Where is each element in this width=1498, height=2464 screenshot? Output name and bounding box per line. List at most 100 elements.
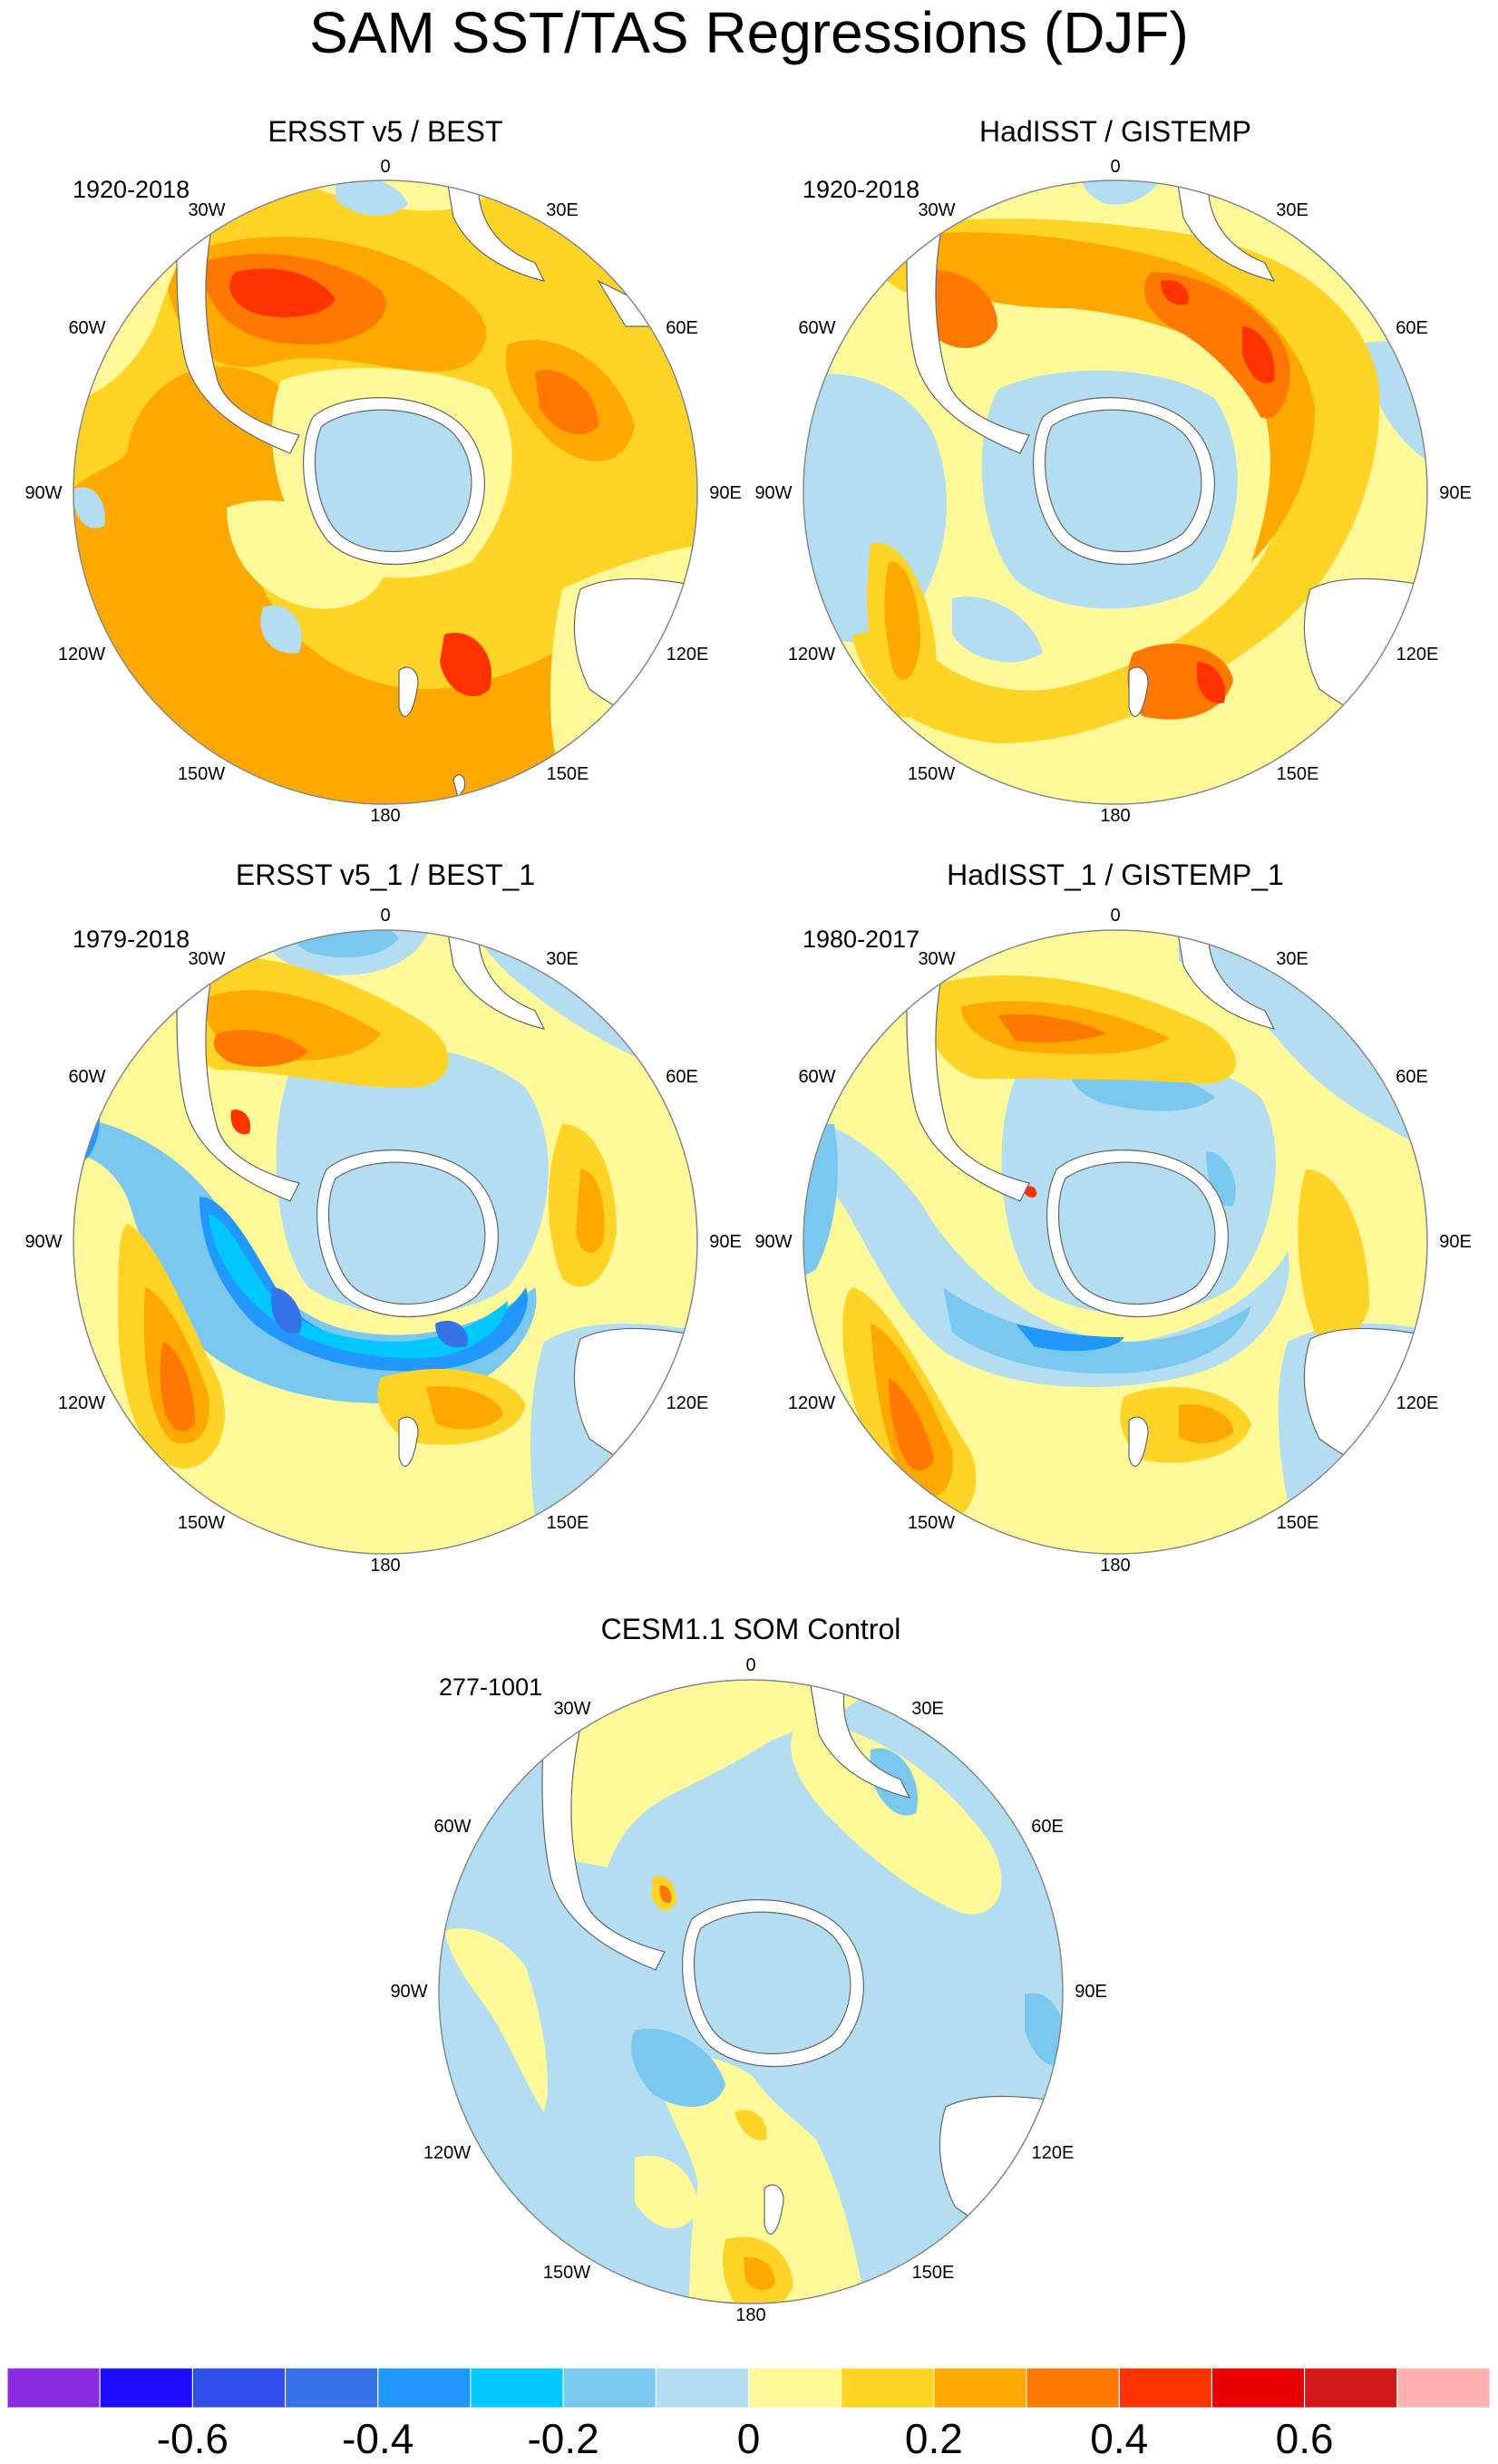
contour-region [260,606,302,654]
colorbar-swatch [748,2367,842,2409]
panel-title: HadISST_1 / GISTEMP_1 [947,859,1284,891]
contour-region [544,1680,871,1867]
lon-label: 120E [666,1393,709,1413]
contour-region [1197,662,1225,703]
contour-region [734,2110,767,2140]
lon-label: 0 [1110,157,1120,177]
contour-region [73,487,105,529]
contour-region [744,2256,775,2291]
lon-label: 120W [423,2143,471,2163]
map-boundary [73,179,698,805]
contour-region [440,633,491,697]
lon-label: 60W [68,318,105,338]
colorbar-swatch [377,2367,472,2409]
antarctica-region [1057,1161,1216,1305]
lon-label: 0 [380,906,390,926]
contour-region [791,1722,1002,1915]
lon-label: 150W [908,764,955,784]
lon-label: 90E [1075,1982,1107,2002]
land-mask [1303,1327,1427,1513]
lon-label: 30E [546,949,579,969]
colorbar-swatch [1026,2367,1120,2409]
lon-label: 60E [1396,318,1428,338]
antarctica-region [327,1161,486,1305]
lon-label: 120E [1396,1393,1439,1413]
colorbar-swatch [655,2367,749,2409]
lon-label: 120W [58,645,105,665]
lon-label: 180 [1100,806,1130,826]
lon-label: 120W [788,645,835,665]
lon-label: 30W [188,949,225,969]
colorbar-swatch [285,2367,379,2409]
lon-label: 180 [735,2305,765,2325]
lon-label: 60E [1396,1067,1428,1087]
contour-region [160,1342,195,1431]
lon-label: 120W [788,1393,835,1413]
land-mask [398,666,419,717]
contour-region [952,597,1043,663]
panel-title: ERSST v5_1 / BEST_1 [236,859,535,891]
lon-label: 150E [547,1513,589,1533]
colorbar-label: -0.6 [157,2415,229,2462]
contour-region [1127,644,1233,720]
land-mask [573,577,697,763]
land-mask [541,1680,666,1971]
panel-title: CESM1.1 SOM Control [601,1613,901,1645]
lon-label: 0 [380,157,390,177]
colorbar-swatch [562,2367,657,2409]
lon-label: 60E [666,318,698,338]
lon-label: 30W [918,949,955,969]
panel-2: HadISST / GISTEMP 1920-2018 [754,115,1471,826]
lon-label: 30E [546,200,579,220]
panel-5: CESM1.1 SOM Control 277-1001 0 [390,1613,1107,2325]
contour-region [1143,272,1290,419]
panel-period: 1979-2018 [73,926,190,953]
colorbar-swatch [6,2367,101,2409]
lon-label: 90W [390,1982,427,2002]
lon-label: 0 [1110,906,1120,926]
contour-region [1298,1169,1369,1342]
contour-region [336,180,408,216]
lon-label: 90E [709,1232,742,1252]
contour-region [1016,1324,1124,1352]
lon-label: 30W [188,200,225,220]
contour-region [943,1287,1251,1374]
colorbar-label: 0.2 [905,2415,963,2462]
lon-label: 90E [1439,1232,1472,1252]
lon-label: 180 [370,806,400,826]
contour-region [230,1110,251,1135]
land-mask [398,1416,419,1467]
contour-region [576,1169,605,1254]
panel-4: HadISST_1 / GISTEMP_1 1980-2017 [754,859,1471,1576]
land-mask [1303,577,1427,763]
land-mask [1128,1416,1149,1467]
contour-region [435,1320,468,1348]
land-mask [809,1680,911,1799]
land-mask [764,2184,784,2235]
colorbar-swatch [191,2367,287,2409]
lon-label: 90W [24,483,62,503]
contour-region [997,1014,1106,1043]
lon-label: 150W [543,2263,590,2283]
land-mask [452,774,466,800]
antarctica-region [1044,409,1202,553]
lon-label: 90W [754,483,792,503]
lon-label: 60E [666,1067,698,1087]
lon-label: 30W [918,200,955,220]
panel-period: 1920-2018 [73,176,190,203]
panel-title: HadISST / GISTEMP [979,115,1251,148]
contour-region [535,370,598,435]
contour-region [852,218,1380,743]
lon-label: 180 [1100,1556,1130,1576]
lon-label: 180 [370,1556,400,1576]
map-field [803,180,1427,804]
contour-region [1079,180,1170,205]
colorbar-label: -0.4 [342,2415,413,2462]
panel-period: 1920-2018 [802,176,919,203]
main-title: SAM SST/TAS Regressions (DJF) [309,0,1189,65]
panel-title: ERSST v5 / BEST [268,115,502,148]
land-mask [939,2095,1063,2280]
land-mask [573,1327,697,1513]
lon-label: 120W [58,1393,105,1413]
